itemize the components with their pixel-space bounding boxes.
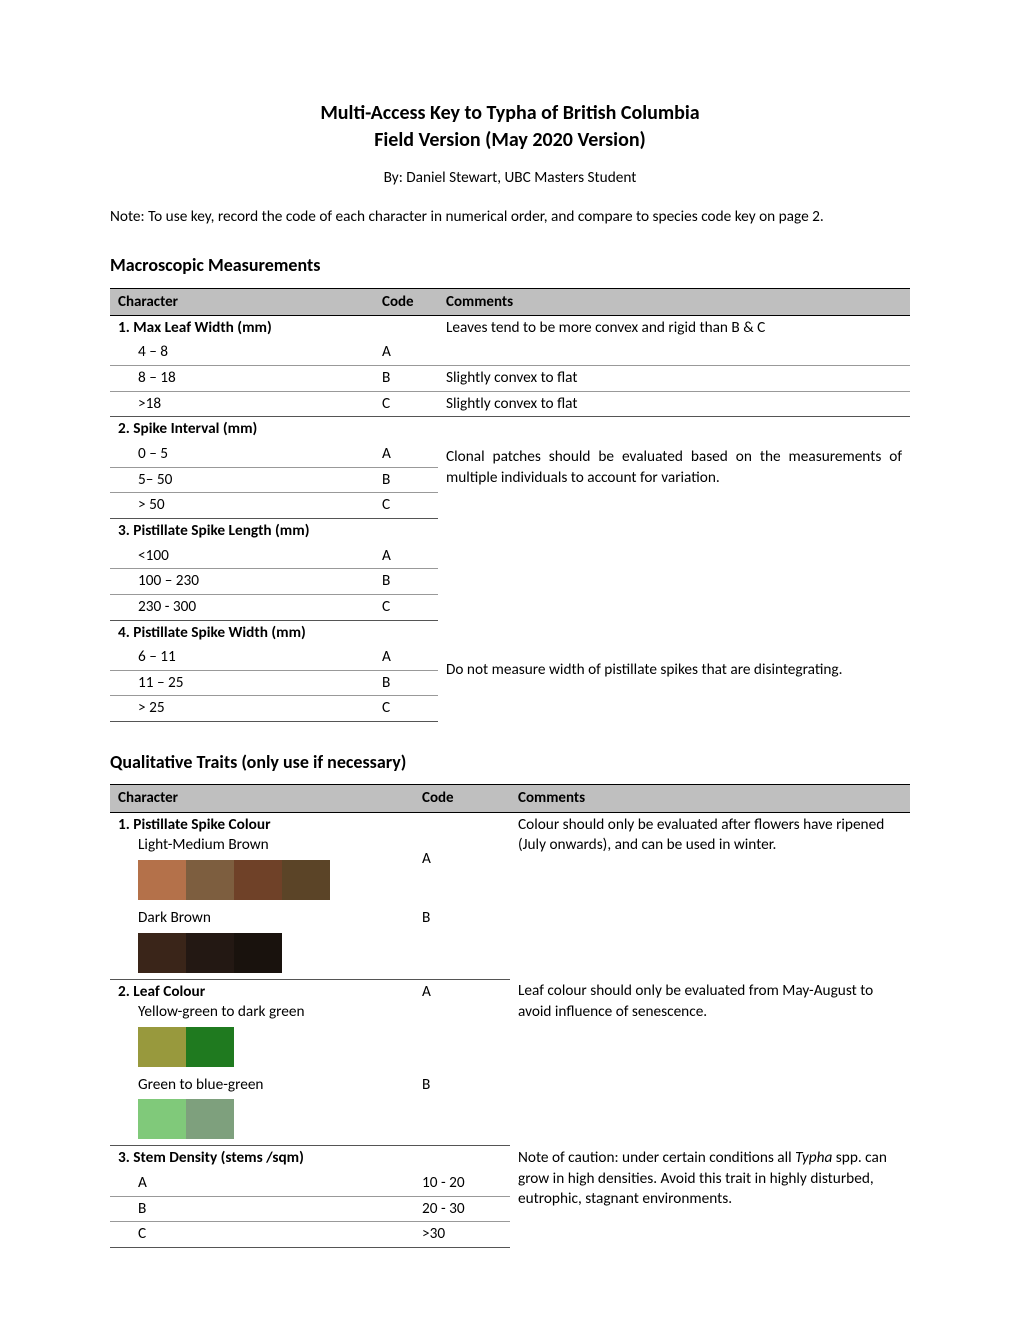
char-value: 6 – 11	[110, 645, 374, 670]
char-code: A	[414, 812, 510, 906]
char-code: B	[414, 1073, 510, 1146]
char-code: B	[414, 906, 510, 979]
color-swatches	[138, 1099, 406, 1139]
doc-title: Multi-Access Key to Typha of British Col…	[110, 100, 910, 127]
char-code: C	[374, 594, 438, 620]
table-row: 3. Stem Density (stems /sqm) Note of cau…	[110, 1146, 910, 1171]
byline: By: Daniel Stewart, UBC Masters Student	[110, 168, 910, 189]
color-swatch	[138, 860, 186, 900]
col-code: Code	[414, 785, 510, 812]
char-comment: Leaves tend to be more convex and rigid …	[438, 315, 910, 340]
sub-label: Yellow-green to dark green	[138, 1002, 406, 1023]
color-swatch	[186, 933, 234, 973]
char-comment: Colour should only be evaluated after fl…	[510, 812, 910, 979]
table-row: 1. Pistillate Spike Colour Light-Medium …	[110, 812, 910, 906]
char-value: >18	[110, 391, 374, 417]
col-character: Character	[110, 785, 414, 812]
doc-subtitle: Field Version (May 2020 Version)	[110, 127, 910, 154]
color-swatch	[234, 933, 282, 973]
color-swatches	[138, 933, 406, 973]
char-value: 0 – 5	[110, 442, 374, 467]
table-header-row: Character Code Comments	[110, 785, 910, 812]
char-comment: Slightly convex to flat	[438, 366, 910, 392]
color-swatch	[186, 860, 234, 900]
char-code: A	[414, 979, 510, 1073]
comment-italic: Typha	[795, 1148, 832, 1167]
table-row: >18 C Slightly convex to flat	[110, 391, 910, 417]
char-label: 3. Pistillate Spike Length (mm)	[110, 518, 374, 543]
char-comment: Note of caution: under certain condition…	[510, 1146, 910, 1248]
table-row: 1. Max Leaf Width (mm) Leaves tend to be…	[110, 315, 910, 340]
sub-label: Dark Brown	[138, 908, 406, 929]
char-code: C	[374, 696, 438, 722]
char-label: 1. Max Leaf Width (mm)	[110, 315, 374, 340]
color-swatch	[138, 1027, 186, 1067]
char-value: > 50	[110, 493, 374, 519]
table-row: 4. Pistillate Spike Width (mm) Do not me…	[110, 620, 910, 645]
color-swatch	[138, 933, 186, 973]
color-swatch	[282, 860, 330, 900]
char-code: 10 - 20	[414, 1171, 510, 1196]
char-value: B	[110, 1196, 414, 1222]
col-code: Code	[374, 288, 438, 315]
char-label: 3. Stem Density (stems /sqm)	[110, 1146, 414, 1171]
char-code: B	[374, 569, 438, 595]
char-code: B	[374, 467, 438, 493]
usage-note: Note: To use key, record the code of eac…	[110, 207, 910, 228]
table-row: 2. Leaf Colour Yellow-green to dark gree…	[110, 979, 910, 1073]
char-label: 4. Pistillate Spike Width (mm)	[110, 620, 374, 645]
char-comment: Clonal patches should be evaluated based…	[438, 417, 910, 519]
char-value: > 25	[110, 696, 374, 722]
char-value: A	[110, 1171, 414, 1196]
char-code: A	[374, 442, 438, 467]
section-heading-macro: Macroscopic Measurements	[110, 253, 910, 277]
table-row: 3. Pistillate Spike Length (mm)	[110, 518, 910, 543]
char-code: A	[374, 645, 438, 670]
char-value: 11 – 25	[110, 670, 374, 696]
col-comments: Comments	[510, 785, 910, 812]
char-label: 2. Spike Interval (mm)	[110, 417, 374, 442]
color-swatch	[186, 1099, 234, 1139]
char-code: 20 - 30	[414, 1196, 510, 1222]
char-value: 4 – 8	[110, 340, 374, 365]
table-row: 4 – 8 A	[110, 340, 910, 365]
section-heading-qual: Qualitative Traits (only use if necessar…	[110, 750, 910, 774]
char-code: C	[374, 493, 438, 519]
color-swatches	[138, 1027, 406, 1067]
char-code: >30	[414, 1222, 510, 1248]
color-swatch	[138, 1099, 186, 1139]
col-comments: Comments	[438, 288, 910, 315]
table-row: 8 – 18 B Slightly convex to flat	[110, 366, 910, 392]
char-comment: Do not measure width of pistillate spike…	[438, 620, 910, 722]
char-value: C	[110, 1222, 414, 1248]
char-value: 100 – 230	[110, 569, 374, 595]
char-code: C	[374, 391, 438, 417]
macro-table: Character Code Comments 1. Max Leaf Widt…	[110, 288, 910, 723]
col-character: Character	[110, 288, 374, 315]
table-row: 2. Spike Interval (mm) Clonal patches sh…	[110, 417, 910, 442]
color-swatches	[138, 860, 406, 900]
char-comment: Leaf colour should only be evaluated fro…	[510, 979, 910, 1146]
char-code: B	[374, 670, 438, 696]
sub-label: Green to blue-green	[138, 1075, 406, 1096]
char-value: 5– 50	[110, 467, 374, 493]
char-code: A	[374, 544, 438, 569]
char-label: 2. Leaf Colour	[118, 982, 406, 1003]
color-swatch	[186, 1027, 234, 1067]
char-comment	[438, 340, 910, 365]
char-value: <100	[110, 544, 374, 569]
qual-table: Character Code Comments 1. Pistillate Sp…	[110, 784, 910, 1248]
char-comment: Slightly convex to flat	[438, 391, 910, 417]
char-code: B	[374, 366, 438, 392]
char-value: 230 - 300	[110, 594, 374, 620]
sub-label: Light-Medium Brown	[138, 835, 406, 856]
color-swatch	[234, 860, 282, 900]
char-label: 1. Pistillate Spike Colour	[118, 815, 406, 836]
table-header-row: Character Code Comments	[110, 288, 910, 315]
comment-pre: Note of caution: under certain condition…	[518, 1148, 795, 1167]
char-value: 8 – 18	[110, 366, 374, 392]
char-code: A	[374, 340, 438, 365]
